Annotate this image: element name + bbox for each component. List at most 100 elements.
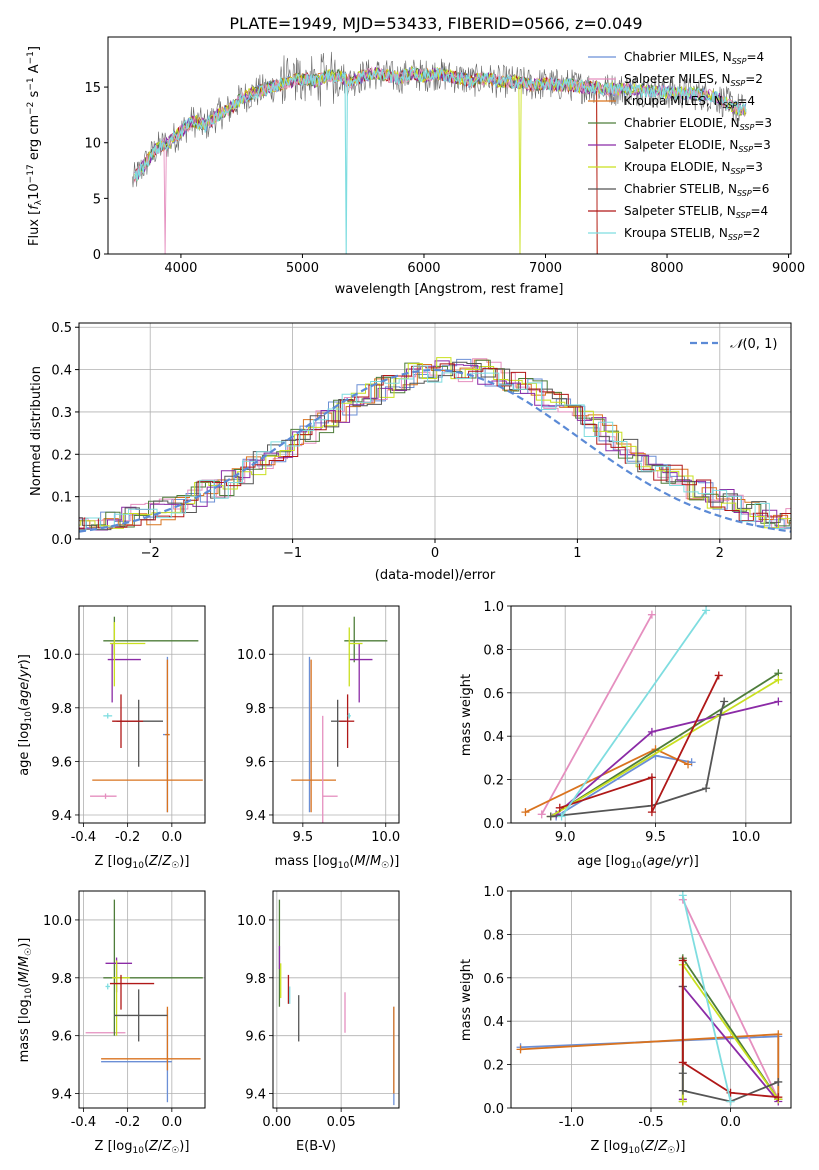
y-tick-label: 9.8 — [245, 702, 266, 717]
y-tick-label: 9.4 — [51, 1088, 72, 1103]
spectrum-plot-area — [107, 36, 792, 255]
series-marker — [726, 1097, 735, 1106]
spectrum-ticks: 4000 5000 6000 7000 8000 9000 0 5 10 15 — [84, 81, 805, 276]
y-tick-label: 9.4 — [245, 809, 266, 824]
series-marker — [702, 606, 711, 615]
y-tick-label: 1.0 — [483, 885, 504, 900]
legend-label: Kroupa MILES, NSSP=4 — [624, 94, 755, 110]
errorbar-point — [347, 713, 351, 719]
series-marker — [537, 810, 546, 819]
series-line — [681, 895, 732, 1102]
series-marker — [557, 812, 566, 821]
panel-bg — [273, 891, 399, 1108]
x-tick-label: 5000 — [286, 261, 319, 276]
legend-label: Chabrier MILES, NSSP=4 — [624, 50, 764, 66]
spectrum-xlabel: wavelength [Angstrom, rest frame] — [335, 282, 564, 297]
y-tick-label: 0.2 — [51, 448, 72, 463]
x-tick-label: 0.0 — [161, 830, 182, 845]
x-tick-label: 9.5 — [645, 830, 666, 845]
y-tick-label: 0 — [93, 248, 101, 263]
panel-bg — [79, 891, 205, 1108]
x-tick-label: -0.4 — [71, 830, 96, 845]
errorbar-point — [112, 694, 144, 748]
errorbar-point — [105, 983, 110, 990]
legend-label: Kroupa STELIB, NSSP=2 — [624, 226, 760, 242]
mass-vs-z-panel: -0.4 -0.2 0.0 9.4 9.6 9.8 10.0 — [43, 890, 206, 1130]
y-tick-label: 0.5 — [51, 321, 72, 336]
errorbar-point — [109, 622, 146, 687]
mass-vs-z-xlabel: Z [log10(Z/Z☉)] — [95, 1139, 190, 1156]
histogram-ticks: −2 −1 0 1 2 0.0 0.1 0.2 0.3 0.4 0.5 — [51, 321, 724, 561]
errorbar-point — [103, 713, 113, 719]
x-tick-label: -1.0 — [559, 1115, 584, 1130]
spectrum-legend: Chabrier MILES, NSSP=4 Salpeter MILES, NS… — [588, 50, 772, 242]
grid — [273, 891, 399, 1108]
y-tick-label: 10.0 — [43, 648, 72, 663]
series-marker — [774, 675, 783, 684]
y-tick-label: 9.4 — [51, 809, 72, 824]
y-tick-label: 0.4 — [51, 364, 72, 379]
y-tick-label: 1.0 — [483, 600, 504, 615]
series-marker — [546, 812, 555, 821]
figure-title: PLATE=1949, MJD=53433, FIBERID=0566, z=0… — [229, 14, 642, 33]
x-tick-label: 9000 — [772, 261, 805, 276]
panel-bg — [79, 606, 205, 823]
series-marker — [684, 760, 693, 769]
mass-vs-ebv-xlabel: E(B-V) — [296, 1139, 336, 1154]
x-tick-label: 0.00 — [262, 1115, 291, 1130]
x-tick-label: 2 — [716, 546, 724, 561]
errorbar-point — [291, 659, 336, 813]
errorbar-point — [107, 643, 141, 703]
series-marker — [647, 773, 656, 782]
x-tick-label: -0.2 — [115, 1115, 140, 1130]
x-tick-label: 1 — [573, 546, 581, 561]
y-tick-label: 9.6 — [51, 1030, 72, 1045]
x-tick-label: -0.4 — [71, 1115, 96, 1130]
y-tick-label: 0.0 — [483, 817, 504, 832]
errorbar-point — [348, 627, 363, 687]
age-vs-z-xlabel: Z [log10(Z/Z☉)] — [95, 854, 190, 871]
normal-curve — [78, 368, 792, 533]
y-tick-label: 0.0 — [483, 1102, 504, 1117]
errorbar-point — [114, 989, 168, 1042]
y-tick-label: 0.3 — [51, 406, 72, 421]
mw-z-ylabel: mass weight — [459, 959, 474, 1041]
histogram-ylabel: Normed distribution — [29, 366, 44, 496]
errorbar-point — [322, 715, 338, 823]
histogram-plot-area — [78, 322, 792, 540]
series-marker — [678, 891, 687, 900]
histogram-step — [79, 365, 791, 531]
histogram-xlabel: (data-model)/error — [375, 568, 496, 583]
mw-age-ylabel: mass weight — [459, 674, 474, 756]
x-tick-label: 7000 — [529, 261, 562, 276]
errorbar-point — [109, 974, 155, 1010]
panel-frame — [78, 605, 206, 824]
legend-label: Salpeter MILES, NSSP=2 — [624, 72, 763, 88]
series-marker — [647, 610, 656, 619]
series-marker — [720, 697, 729, 706]
histogram-step — [79, 361, 791, 531]
panel-frame — [272, 890, 400, 1109]
series-marker — [714, 671, 723, 680]
x-tick-label: 0.05 — [327, 1115, 356, 1130]
series-line — [550, 672, 779, 818]
histogram-step — [79, 360, 791, 531]
histogram-legend: 𝒩(0, 1) — [690, 337, 777, 352]
y-tick-label: 0.4 — [483, 1015, 504, 1030]
legend-label: Salpeter ELODIE, NSSP=3 — [624, 138, 771, 154]
y-tick-label: 9.6 — [245, 1030, 266, 1045]
series-marker — [702, 784, 711, 793]
y-tick-label: 0.2 — [483, 774, 504, 789]
legend-label: Chabrier STELIB, NSSP=6 — [624, 182, 769, 198]
legend-label: Kroupa ELODIE, NSSP=3 — [624, 160, 763, 176]
series-marker — [678, 1058, 687, 1067]
y-tick-label: 9.8 — [51, 702, 72, 717]
errorbar-point — [349, 643, 373, 703]
spectrum-frame — [107, 36, 792, 255]
mass-vs-ebv-panel: 0.00 0.05 9.4 9.6 9.8 10.0 — [237, 890, 400, 1130]
series-marker — [647, 727, 656, 736]
x-tick-label: 0.0 — [720, 1115, 741, 1130]
panel-frame — [510, 605, 792, 824]
x-tick-label: 0 — [431, 546, 439, 561]
